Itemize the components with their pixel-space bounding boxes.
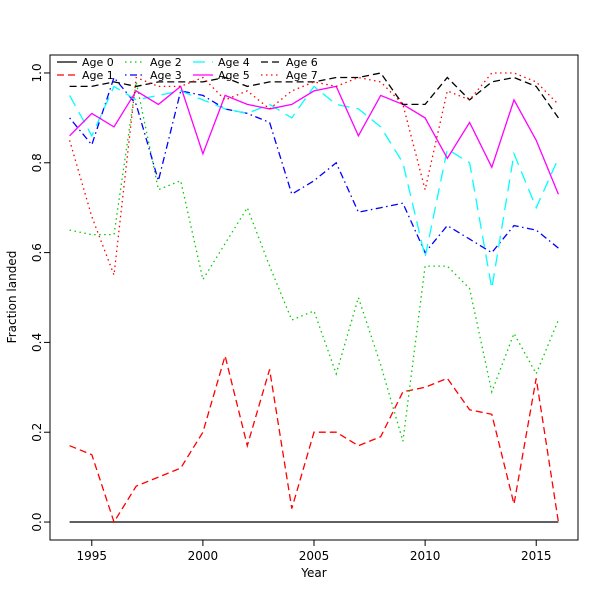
- series-line-age-4: [69, 85, 559, 289]
- legend-label-age-0: Age 0: [82, 56, 114, 69]
- x-tick-label: 2010: [410, 549, 441, 563]
- y-axis-title: Fraction landed: [5, 251, 19, 344]
- x-axis-title: Year: [300, 566, 326, 580]
- series-line-age-1: [69, 353, 560, 524]
- y-tick-label: 0.0: [30, 512, 44, 531]
- x-tick-label: 2005: [299, 549, 330, 563]
- plot-area: 1995 2000 2005 2010 2015 0.0 0.2 0.4 0.6 0.8 1.0 Ag…: [30, 54, 579, 563]
- legend-label-age-2: Age 2: [150, 56, 182, 69]
- plot-box: [49, 54, 579, 541]
- legend-label-age-7: Age 7: [286, 69, 318, 82]
- y-tick-label: 1.0: [30, 63, 44, 82]
- series-line-age-2: [69, 81, 560, 442]
- legend-label-age-1: Age 1: [82, 69, 114, 82]
- x-tick-label: 1995: [77, 549, 108, 563]
- legend-label-age-4: Age 4: [218, 56, 250, 69]
- y-tick-label: 0.4: [30, 333, 44, 352]
- y-tick-label: 0.6: [30, 243, 44, 262]
- x-tick-label: 2015: [521, 549, 552, 563]
- series-line-age-3: [69, 76, 559, 254]
- legend-label-age-6: Age 6: [286, 56, 318, 69]
- series-line-age-7: [68, 72, 559, 276]
- x-tick-label: 2000: [188, 549, 219, 563]
- legend-label-age-3: Age 3: [150, 69, 182, 82]
- y-tick-label: 0.8: [30, 153, 44, 172]
- series-line-age-6: [69, 72, 559, 119]
- series-line-age-5: [69, 85, 560, 195]
- legend-label-age-5: Age 5: [218, 69, 250, 82]
- y-tick-label: 0.2: [30, 423, 44, 442]
